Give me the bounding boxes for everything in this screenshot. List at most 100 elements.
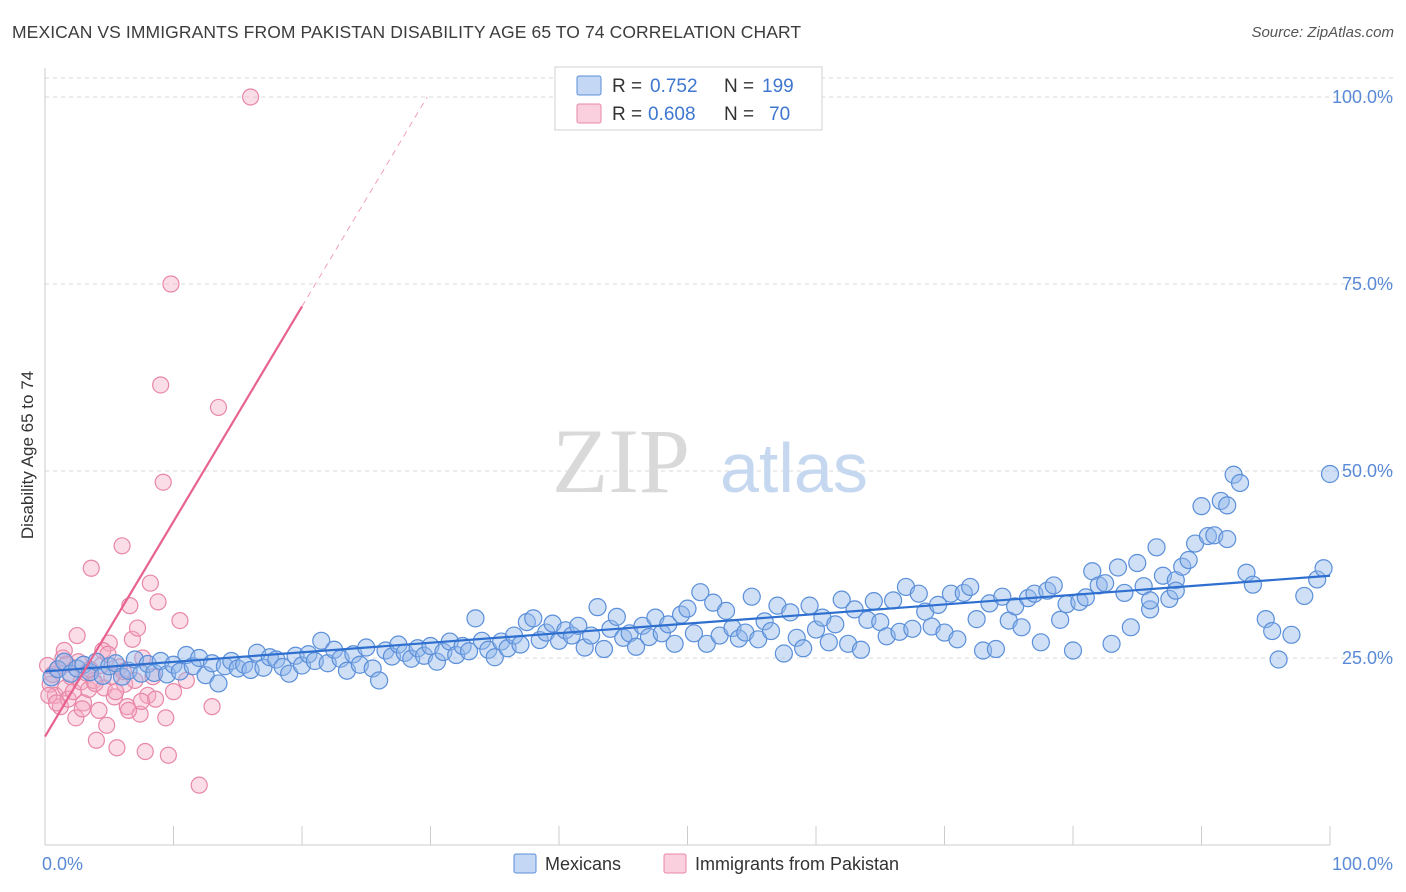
data-point-mexicans bbox=[883, 591, 903, 610]
data-point-pakistan bbox=[108, 739, 126, 757]
data-point-mexicans bbox=[479, 640, 498, 659]
data-point-pakistan bbox=[190, 776, 208, 794]
legend-n-value-1: 199 bbox=[762, 76, 794, 97]
data-point-mexicans bbox=[794, 639, 813, 658]
data-point-mexicans bbox=[1308, 570, 1327, 589]
data-point-mexicans bbox=[280, 664, 299, 683]
data-point-mexicans bbox=[472, 631, 491, 650]
data-point-pakistan bbox=[87, 731, 106, 749]
bottom-legend-swatch-mexicans bbox=[513, 853, 537, 874]
data-point-pakistan bbox=[136, 742, 154, 761]
data-point-mexicans bbox=[1314, 559, 1333, 578]
data-point-mexicans bbox=[704, 593, 723, 612]
data-point-mexicans bbox=[1006, 597, 1025, 616]
data-point-mexicans bbox=[684, 624, 704, 643]
data-point-mexicans bbox=[1051, 610, 1070, 629]
data-point-mexicans bbox=[691, 583, 710, 602]
data-point-mexicans bbox=[1063, 641, 1083, 660]
data-point-pakistan bbox=[73, 700, 91, 718]
data-point-mexicans bbox=[1121, 618, 1140, 637]
data-point-mexicans bbox=[370, 671, 389, 690]
data-point-mexicans bbox=[1012, 618, 1031, 637]
data-point-mexicans bbox=[697, 634, 716, 653]
x-tick-label: 0.0% bbox=[42, 854, 83, 874]
y-tick-label: 50.0% bbox=[1342, 461, 1393, 481]
data-point-pakistan bbox=[67, 709, 85, 727]
data-point-mexicans bbox=[1147, 538, 1166, 557]
data-point-pakistan bbox=[152, 376, 170, 394]
data-point-mexicans bbox=[607, 607, 626, 626]
data-point-mexicans bbox=[826, 615, 845, 634]
data-point-mexicans bbox=[948, 630, 967, 649]
data-point-pakistan bbox=[146, 690, 165, 708]
trend-line-mexicans bbox=[44, 574, 1331, 673]
data-point-pakistan bbox=[141, 574, 159, 592]
data-point-mexicans bbox=[1263, 621, 1282, 641]
data-point-mexicans bbox=[459, 642, 479, 661]
data-point-pakistan bbox=[123, 630, 141, 648]
legend-n-label-1: N = bbox=[724, 76, 754, 97]
data-point-pakistan bbox=[82, 559, 100, 577]
data-point-pakistan bbox=[157, 709, 175, 727]
data-point-mexicans bbox=[781, 603, 800, 622]
data-point-mexicans bbox=[569, 616, 588, 635]
data-point-mexicans bbox=[986, 639, 1006, 659]
x-tick-labels: 0.0% 100.0% bbox=[42, 854, 1393, 874]
data-point-mexicans bbox=[1096, 574, 1115, 593]
bottom-legend-pakistan: Immigrants from Pakistan bbox=[695, 854, 899, 874]
legend-r-value-2: 0.608 bbox=[648, 104, 696, 125]
data-point-mexicans bbox=[1218, 529, 1237, 549]
data-point-mexicans bbox=[1230, 473, 1250, 493]
bottom-legend-mexicans: Mexicans bbox=[545, 854, 621, 874]
data-point-pakistan bbox=[86, 674, 104, 693]
data-point-mexicans bbox=[254, 658, 273, 677]
gridlines bbox=[45, 77, 1395, 659]
y-tick-label: 100.0% bbox=[1332, 87, 1393, 107]
data-point-mexicans bbox=[1295, 586, 1314, 606]
bottom-legend: Mexicans Immigrants from Pakistan bbox=[513, 853, 899, 874]
data-point-mexicans bbox=[1166, 581, 1185, 600]
data-point-mexicans bbox=[1320, 464, 1340, 484]
data-point-mexicans bbox=[626, 637, 646, 656]
series-mexicans-points bbox=[42, 464, 1340, 693]
data-point-pakistan bbox=[149, 593, 167, 611]
data-point-mexicans bbox=[1044, 576, 1063, 595]
data-point-mexicans bbox=[299, 645, 318, 664]
data-point-mexicans bbox=[312, 631, 331, 650]
data-point-mexicans bbox=[678, 599, 697, 618]
trend-line-pakistan bbox=[44, 305, 303, 738]
data-point-mexicans bbox=[903, 619, 922, 638]
data-point-pakistan bbox=[113, 537, 131, 555]
data-point-mexicans bbox=[774, 644, 793, 663]
chart-title: MEXICAN VS IMMIGRANTS FROM PAKISTAN DISA… bbox=[12, 22, 802, 42]
trend-lines bbox=[44, 96, 1331, 738]
watermark-atlas: atlas bbox=[720, 429, 868, 507]
data-point-mexicans bbox=[1179, 550, 1198, 570]
source-label: Source: ZipAtlas.com bbox=[1251, 24, 1394, 41]
data-point-mexicans bbox=[1198, 526, 1218, 546]
trend-line-pakistan-extension bbox=[301, 96, 428, 307]
data-point-mexicans bbox=[466, 609, 485, 628]
y-tick-label: 25.0% bbox=[1342, 648, 1393, 668]
data-point-mexicans bbox=[845, 600, 864, 619]
data-point-mexicans bbox=[761, 621, 781, 641]
x-tick-label: 100.0% bbox=[1332, 854, 1393, 874]
data-point-mexicans bbox=[1269, 650, 1288, 669]
data-point-pakistan bbox=[162, 275, 180, 293]
data-point-mexicans bbox=[665, 634, 684, 653]
data-point-mexicans bbox=[819, 633, 838, 652]
data-point-mexicans bbox=[864, 592, 883, 611]
data-point-mexicans bbox=[1108, 558, 1128, 577]
data-point-mexicans bbox=[800, 596, 819, 615]
data-point-mexicans bbox=[1218, 496, 1237, 515]
data-point-mexicans bbox=[749, 630, 768, 649]
y-tick-label: 75.0% bbox=[1342, 274, 1393, 294]
data-point-mexicans bbox=[209, 674, 228, 693]
data-point-mexicans bbox=[787, 628, 806, 647]
legend-r-label-1: R = bbox=[612, 76, 642, 97]
data-point-pakistan bbox=[159, 746, 177, 764]
data-point-mexicans bbox=[524, 609, 543, 628]
data-point-pakistan bbox=[107, 683, 125, 701]
data-point-pakistan bbox=[128, 619, 147, 637]
data-point-mexicans bbox=[941, 584, 961, 603]
